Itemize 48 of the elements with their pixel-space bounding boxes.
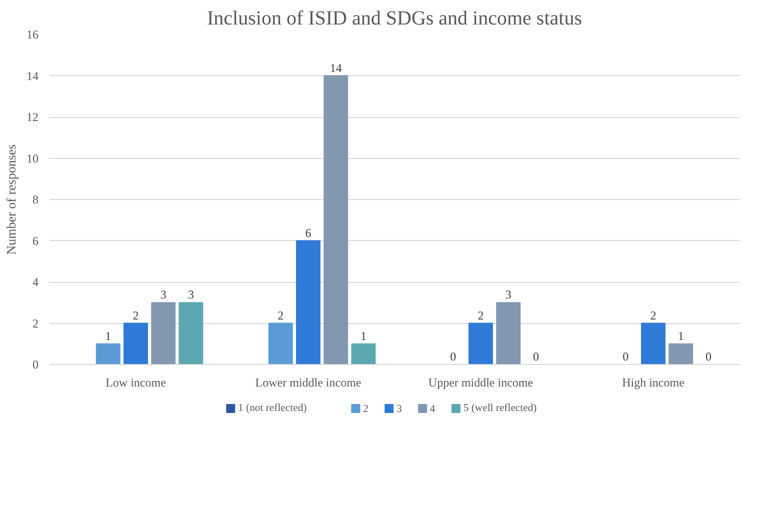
chart-title: Inclusion of ISID and SDGs and income status: [207, 8, 582, 30]
y-tick-label: 14: [26, 68, 38, 83]
x-tick-label: Lower middle income: [255, 376, 362, 390]
bar: [468, 322, 493, 364]
legend-label: 4: [430, 404, 436, 415]
y-tick-label: 2: [32, 316, 38, 330]
data-label: 6: [305, 226, 312, 240]
bar: [496, 302, 521, 364]
y-axis-title: Number of responses: [4, 144, 18, 255]
data-label: 3: [505, 288, 512, 302]
legend-label: 2: [363, 404, 368, 415]
bar: [268, 322, 293, 364]
bar: [96, 343, 120, 364]
data-label: 0: [450, 350, 456, 364]
y-tick-label: 0: [32, 358, 38, 372]
data-label: 1: [105, 328, 112, 343]
data-label: 0: [622, 350, 629, 364]
data-label: 1: [360, 328, 366, 343]
x-tick-label: Upper middle income: [428, 376, 534, 390]
data-label: 2: [650, 308, 656, 322]
y-tick-label: 12: [26, 110, 38, 124]
bar: [296, 240, 320, 364]
data-label: 3: [160, 288, 166, 302]
bar: [641, 322, 666, 364]
y-tick-label: 4: [32, 275, 38, 289]
bar: [351, 343, 376, 364]
y-tick-label: 8: [32, 192, 38, 206]
legend-label: 1 (not reflected): [238, 403, 308, 414]
legend-label: 3: [396, 404, 402, 415]
data-label: 3: [188, 288, 194, 302]
legend-label: 5 (well reflected): [463, 403, 538, 414]
bar: [151, 302, 176, 364]
data-label: 2: [132, 308, 139, 322]
data-label: 0: [532, 350, 539, 364]
x-tick-label: Low income: [106, 376, 166, 390]
bar: [324, 75, 348, 364]
bar: [668, 343, 694, 364]
data-label: 0: [705, 350, 712, 364]
y-tick-label: 16: [26, 28, 38, 42]
x-tick-label: High income: [622, 376, 684, 390]
data-label: 2: [278, 308, 284, 322]
data-label: 1: [678, 328, 684, 343]
bar: [178, 302, 204, 364]
data-label: 14: [330, 60, 342, 75]
data-label: 2: [478, 308, 484, 322]
bar: [124, 322, 148, 364]
y-tick-label: 6: [32, 234, 38, 248]
y-tick-label: 10: [26, 151, 38, 166]
